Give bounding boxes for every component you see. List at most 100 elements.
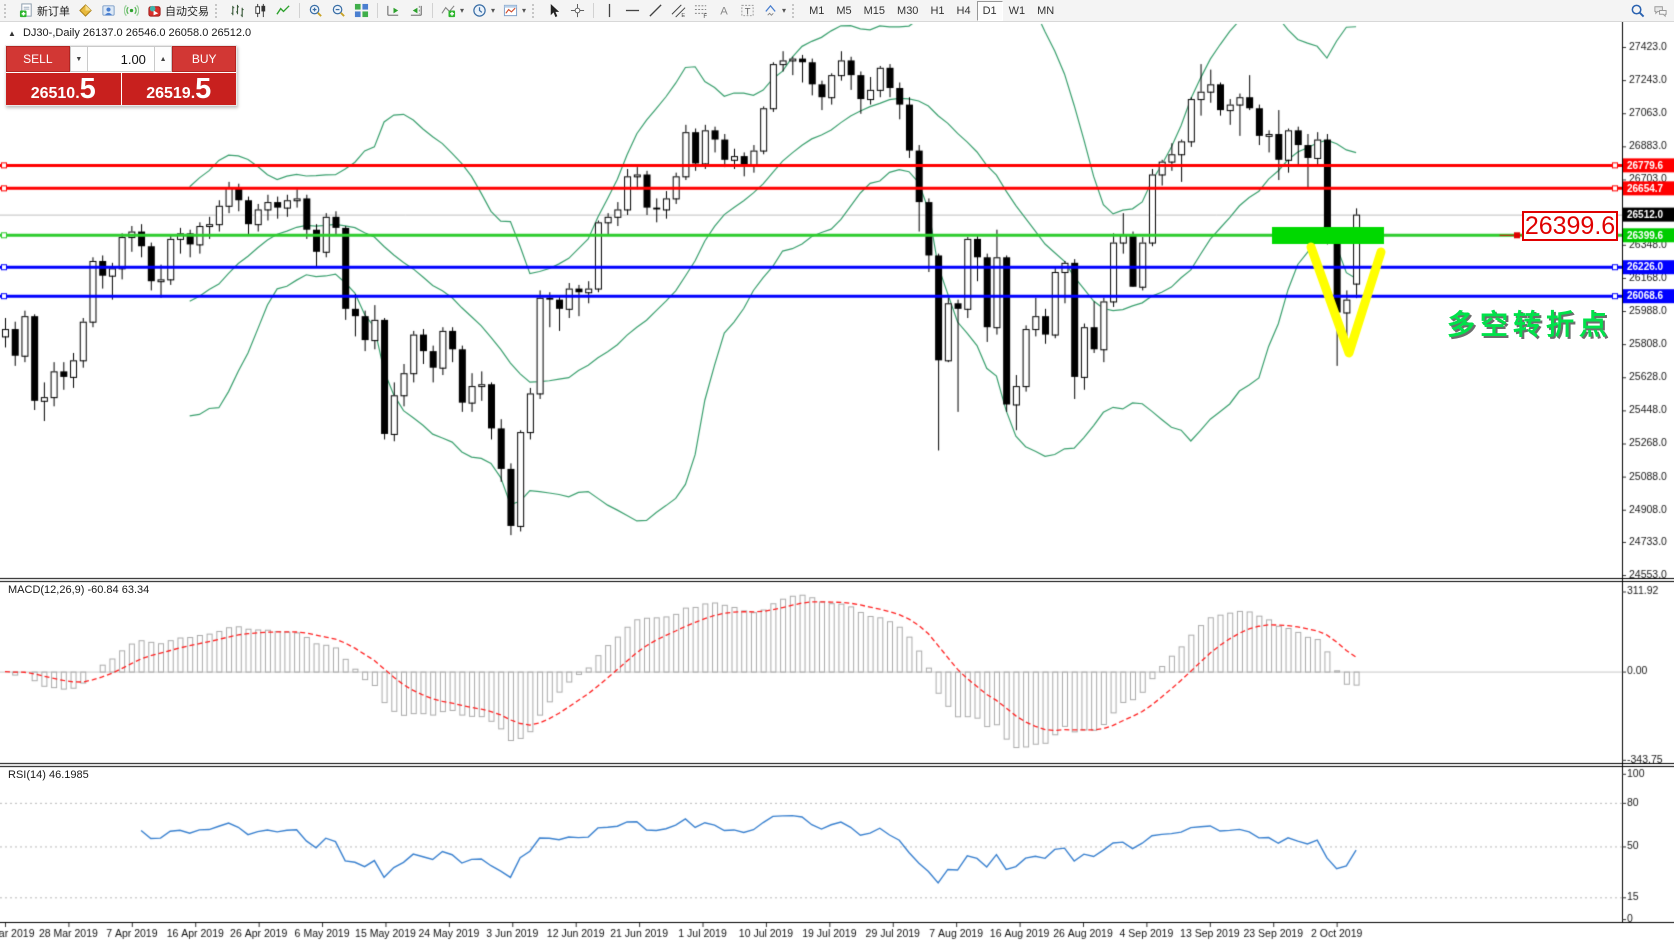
channel-icon: E: [671, 3, 686, 18]
horizontal-line-icon: [625, 3, 640, 18]
line-chart-button[interactable]: [272, 0, 295, 22]
profile-window-icon: [101, 3, 116, 18]
timeframe-m1[interactable]: M1: [809, 4, 825, 17]
fibonacci-button[interactable]: F: [690, 0, 713, 22]
equidistant-channel-button[interactable]: E: [667, 0, 690, 22]
toolbar-grip: [4, 3, 11, 18]
buy-price-frac: 5: [195, 73, 212, 105]
text-label-icon: T: [740, 3, 755, 18]
svg-text:E: E: [681, 13, 685, 18]
svg-text:F: F: [703, 13, 707, 18]
dropdown-icon: ▾: [491, 6, 496, 15]
sell-price-button[interactable]: 26510. 5: [6, 73, 121, 105]
buy-price-button[interactable]: 26519. 5: [121, 73, 236, 105]
timeframe-m30[interactable]: M30: [897, 4, 919, 17]
new-order-icon: [19, 3, 34, 18]
signals-button[interactable]: [120, 0, 143, 22]
shapes-button[interactable]: ▾: [759, 0, 790, 22]
one-click-price-row: 26510. 5 26519. 5: [6, 73, 236, 105]
turning-point-annotation[interactable]: 多空转折点: [1447, 309, 1613, 340]
sell-price-frac: 5: [79, 73, 96, 105]
vertical-line-button[interactable]: [598, 0, 621, 22]
clock-icon: [472, 3, 487, 18]
fibonacci-icon: F: [694, 3, 709, 18]
timeframe-h4[interactable]: H4: [956, 4, 971, 17]
market-depth-button[interactable]: [74, 0, 97, 22]
buy-price-dot: .: [190, 85, 196, 102]
chat-icon: [1653, 3, 1668, 18]
gold-diamond-icon: [78, 3, 93, 18]
indicators-button[interactable]: ▾: [437, 0, 468, 22]
dropdown-icon: ▾: [782, 6, 787, 15]
chart-shift-button[interactable]: [405, 0, 428, 22]
text-button[interactable]: A: [713, 0, 736, 22]
svg-text:T: T: [745, 6, 751, 16]
buy-button[interactable]: BUY: [172, 46, 236, 72]
new-order-button[interactable]: 新订单: [15, 0, 74, 22]
dropdown-icon: ▾: [522, 6, 527, 15]
tile-windows-icon: [354, 3, 369, 18]
text-label-button[interactable]: T: [736, 0, 759, 22]
signal-icon: [124, 3, 139, 18]
bar-chart-icon: [230, 3, 245, 18]
toolbar-separator: [299, 3, 300, 18]
trendline-icon: [648, 3, 663, 18]
timeframe-m5[interactable]: M5: [836, 4, 852, 17]
timeframe-mn[interactable]: MN: [1037, 4, 1055, 17]
horizontal-line-button[interactable]: [621, 0, 644, 22]
indicators-icon: [441, 3, 456, 18]
trendline-button[interactable]: [644, 0, 667, 22]
toolbar-separator: [432, 3, 433, 18]
candlestick-chart-button[interactable]: [249, 0, 272, 22]
toolbar-separator: [593, 3, 595, 18]
chart-shift-icon: [409, 3, 424, 18]
timeframe-d1[interactable]: D1: [976, 0, 1003, 21]
zoom-in-icon: [308, 3, 323, 18]
tile-windows-button[interactable]: [350, 0, 373, 22]
main-toolbar: 新订单 自动交易 ▾ ▾ ▾ E F A T ▾ M1 M5 M15 M30 H…: [0, 0, 1674, 22]
chart-symbol-line: ▲ DJ30-,Daily 26137.0 26546.0 26058.0 26…: [8, 27, 251, 39]
cursor-button[interactable]: [543, 0, 566, 22]
volume-input[interactable]: 1.00: [88, 46, 154, 72]
volume-decrease-button[interactable]: ▼: [69, 46, 89, 72]
template-icon: [503, 3, 518, 18]
search-icon: [1630, 3, 1645, 18]
timeframe-m15[interactable]: M15: [863, 4, 886, 17]
macd-indicator-label: MACD(12,26,9) -60.84 63.34: [8, 584, 150, 596]
cursor-icon: [547, 3, 562, 18]
templates-button[interactable]: ▾: [499, 0, 530, 22]
dropdown-icon: ▾: [460, 6, 465, 15]
trading-chart-canvas[interactable]: [0, 22, 1674, 944]
sell-price-dot: .: [75, 85, 80, 102]
toolbar-grip: [792, 3, 799, 18]
toolbar-separator: [377, 3, 378, 18]
svg-text:A: A: [720, 6, 728, 18]
toolbar-grip: [532, 3, 539, 18]
zoom-out-button[interactable]: [327, 0, 350, 22]
toolbar-grip: [215, 3, 222, 18]
bar-chart-button[interactable]: [226, 0, 249, 22]
volume-increase-button[interactable]: ▲: [153, 46, 173, 72]
new-order-label: 新订单: [37, 5, 70, 18]
auto-scroll-button[interactable]: [382, 0, 405, 22]
timeframe-h1[interactable]: H1: [930, 4, 945, 17]
timeframe-w1[interactable]: W1: [1008, 4, 1026, 17]
autotrading-label: 自动交易: [165, 5, 209, 18]
navigator-button[interactable]: [97, 0, 120, 22]
zoom-in-button[interactable]: [304, 0, 327, 22]
chart-symbol: DJ30-,Daily: [22, 27, 80, 39]
community-button[interactable]: [1649, 0, 1672, 22]
shapes-icon: [763, 3, 778, 18]
crosshair-button[interactable]: [566, 0, 589, 22]
text-a-icon: A: [717, 3, 732, 18]
chart-ohlc-values: 26137.0 26546.0 26058.0 26512.0: [82, 27, 252, 39]
one-click-trading-panel: SELL ▼ 1.00 ▲ BUY 26510. 5 26519. 5: [5, 45, 237, 106]
sell-button[interactable]: SELL: [6, 46, 70, 72]
search-button[interactable]: [1626, 0, 1649, 22]
autotrading-icon: [147, 3, 162, 18]
periods-button[interactable]: ▾: [468, 0, 499, 22]
autotrading-button[interactable]: 自动交易: [143, 0, 213, 22]
highlighted-price-label[interactable]: 26399.6: [1522, 211, 1618, 241]
one-click-toggle-icon[interactable]: ▲: [8, 29, 16, 38]
zoom-out-icon: [331, 3, 346, 18]
